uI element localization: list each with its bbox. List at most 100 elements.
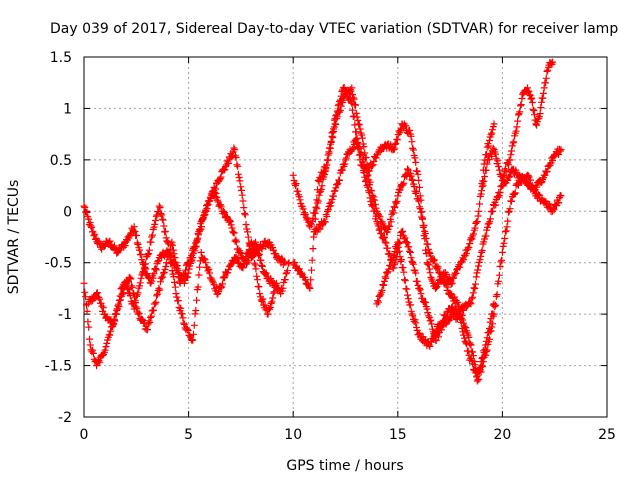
data-point-track-f bbox=[366, 178, 374, 186]
data-point-track-a bbox=[80, 202, 88, 210]
data-point-track-b bbox=[265, 305, 273, 312]
data-point-track-g bbox=[479, 358, 487, 366]
data-point-track-b bbox=[193, 296, 201, 304]
data-point-track-g bbox=[472, 369, 480, 377]
data-point-track-f bbox=[360, 162, 368, 170]
data-point-track-f bbox=[421, 230, 429, 237]
data-point-track-f bbox=[436, 269, 444, 277]
data-point-track-f bbox=[352, 135, 360, 143]
data-point-track-f bbox=[404, 166, 412, 174]
data-point-track-c bbox=[146, 319, 154, 326]
data-point-track-b bbox=[220, 273, 228, 281]
data-point-track-f bbox=[466, 299, 474, 307]
data-point-track-g bbox=[390, 251, 398, 259]
data-point-track-b bbox=[167, 260, 175, 268]
data-point-track-c bbox=[172, 258, 180, 266]
data-point-track-f bbox=[437, 270, 445, 278]
data-point-track-f bbox=[336, 176, 343, 184]
data-point-track-a bbox=[88, 224, 96, 231]
data-point-track-f bbox=[454, 298, 462, 306]
data-point-track-b bbox=[180, 319, 188, 327]
data-point-track-f bbox=[422, 234, 430, 242]
data-point-track-f bbox=[393, 197, 401, 205]
data-point-track-a bbox=[131, 228, 139, 235]
data-point-track-g bbox=[503, 223, 511, 231]
data-point-track-b bbox=[160, 222, 168, 230]
data-point-track-d bbox=[406, 126, 414, 134]
data-point-track-a bbox=[216, 175, 224, 183]
data-point-track-g bbox=[458, 312, 466, 319]
data-point-track-c bbox=[153, 292, 161, 300]
data-point-track-b bbox=[80, 279, 88, 287]
data-point-track-f bbox=[362, 166, 370, 174]
data-point-track-h bbox=[492, 150, 500, 158]
tick-labels: 0 5 10 15 20 25 -2 -1.5 -1 -0.5 0 0.5 1 1.5 bbox=[45, 50, 616, 443]
data-point-track-c bbox=[220, 207, 228, 215]
data-point-track-g bbox=[478, 362, 486, 370]
data-point-track-c bbox=[152, 298, 160, 306]
data-point-track-h bbox=[478, 187, 485, 195]
data-point-track-d bbox=[356, 125, 364, 133]
data-point-track-d bbox=[466, 240, 474, 248]
data-point-track-g bbox=[493, 291, 501, 298]
data-point-track-f bbox=[364, 171, 372, 179]
data-point-track-f bbox=[477, 252, 485, 260]
data-point-track-d bbox=[372, 154, 380, 162]
y-tick-label: -1 bbox=[58, 307, 72, 323]
data-point-track-g bbox=[506, 205, 514, 213]
axes bbox=[83, 56, 608, 418]
data-point-track-e bbox=[330, 125, 337, 133]
data-point-track-a bbox=[83, 208, 91, 216]
data-point-track-g bbox=[404, 295, 412, 303]
data-point-track-g bbox=[381, 273, 389, 281]
data-point-track-g bbox=[489, 320, 496, 328]
data-point-track-f bbox=[420, 222, 428, 229]
data-point-track-d bbox=[490, 120, 498, 128]
data-point-track-b bbox=[230, 258, 238, 266]
data-point-track-c bbox=[168, 238, 176, 246]
data-point-track-e bbox=[292, 180, 300, 188]
data-point-track-a bbox=[244, 233, 252, 241]
data-point-track-g bbox=[505, 208, 512, 216]
data-point-track-c bbox=[207, 195, 215, 203]
data-point-track-e bbox=[325, 148, 333, 156]
data-point-track-g bbox=[395, 240, 402, 248]
data-point-track-g bbox=[536, 191, 544, 199]
data-point-track-b bbox=[159, 216, 167, 224]
data-point-track-f bbox=[404, 165, 411, 173]
data-point-track-g bbox=[555, 199, 563, 207]
data-point-track-c bbox=[252, 238, 259, 246]
data-point-track-c bbox=[147, 312, 155, 320]
data-point-track-g bbox=[498, 248, 506, 256]
data-point-track-d bbox=[336, 106, 344, 114]
data-point-track-c bbox=[93, 289, 101, 297]
data-point-track-b bbox=[253, 276, 261, 284]
data-point-track-b bbox=[144, 250, 152, 258]
data-point-track-e bbox=[377, 230, 385, 238]
data-point-track-h bbox=[525, 87, 533, 95]
data-point-track-b bbox=[84, 318, 92, 326]
data-point-track-b bbox=[191, 310, 199, 318]
data-point-track-e bbox=[308, 221, 315, 229]
data-point-track-e bbox=[314, 197, 322, 205]
data-point-track-f bbox=[349, 144, 357, 152]
data-point-track-g bbox=[408, 310, 416, 318]
data-point-track-d bbox=[425, 265, 433, 273]
data-point-track-a bbox=[238, 186, 245, 194]
data-point-track-b bbox=[197, 248, 205, 256]
data-point-track-f bbox=[384, 225, 392, 233]
data-point-track-f bbox=[476, 256, 484, 264]
data-point-track-g bbox=[534, 190, 542, 198]
data-point-track-f bbox=[482, 232, 490, 240]
data-point-track-e bbox=[406, 247, 414, 255]
data-point-track-e bbox=[407, 254, 415, 262]
data-point-track-g bbox=[495, 271, 503, 279]
data-point-track-e bbox=[295, 193, 303, 201]
data-point-track-c bbox=[233, 238, 240, 246]
data-point-track-g bbox=[396, 253, 404, 261]
data-point-track-e bbox=[422, 298, 430, 306]
y-tick-label: 1.5 bbox=[50, 50, 72, 66]
data-point-track-b bbox=[83, 307, 91, 315]
data-point-track-b bbox=[202, 259, 210, 267]
data-point-track-g bbox=[492, 301, 500, 309]
